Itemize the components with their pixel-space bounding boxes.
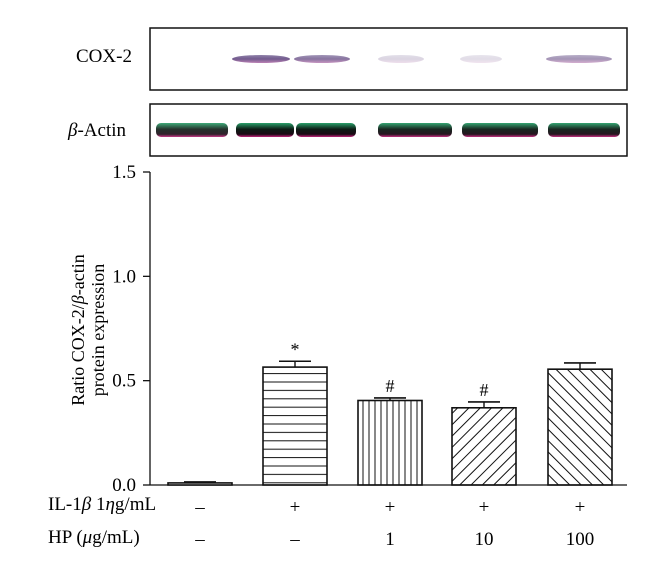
- y-tick-label: 1.5: [112, 162, 136, 183]
- row1-value-3: +: [385, 497, 396, 518]
- row1-part-c: g/mL: [115, 494, 156, 515]
- cox2-bands: [232, 55, 612, 63]
- actin-band-6: [548, 123, 620, 137]
- y-axis-ticks: 0.0 0.5 1.0 1.5: [112, 162, 150, 496]
- row1-value-2: +: [290, 497, 301, 518]
- significance-marker-4: #: [480, 380, 489, 400]
- bar-2: [262, 366, 328, 486]
- y-axis-label-greek: β: [68, 295, 88, 305]
- row1-value-5: +: [575, 497, 586, 518]
- row1-eta: η: [105, 494, 114, 515]
- row1-part-b: 1: [91, 494, 105, 515]
- bars: * # #: [167, 339, 613, 486]
- actin-band-4: [378, 123, 452, 137]
- actin-bands: [156, 123, 620, 137]
- row1-greek: β: [81, 494, 92, 515]
- cox2-band-6: [546, 55, 612, 63]
- row2-value-3: 1: [385, 529, 395, 550]
- row1-value-4: +: [479, 497, 490, 518]
- actin-band-3: [296, 123, 356, 137]
- blot-label-actin-rest: -Actin: [77, 120, 126, 141]
- row2-part-a: HP (: [48, 527, 83, 548]
- row1-value-1: –: [194, 497, 205, 518]
- y-tick-label: 0.0: [112, 475, 136, 496]
- actin-band-2: [236, 123, 294, 137]
- significance-marker-3: #: [386, 376, 395, 396]
- cox2-band-3: [294, 55, 350, 63]
- y-axis-label-line2: protein expression: [88, 264, 108, 396]
- row2-value-2: –: [289, 529, 300, 550]
- actin-band-1: [156, 123, 228, 137]
- cox2-band-4: [378, 55, 424, 63]
- y-tick-label: 1.0: [112, 266, 136, 287]
- y-axis-label-line1: Ratio COX-2/β-actin: [68, 254, 88, 405]
- row2-part-b: g/mL): [92, 527, 140, 548]
- y-axis-label-part-b: -actin: [68, 254, 88, 295]
- blot-label-cox2: COX-2: [76, 46, 132, 67]
- y-axis-label-part-a: Ratio COX-2/: [68, 304, 88, 406]
- condition-values: – + + + + – – 1 10 100: [194, 497, 594, 550]
- bar-5: [547, 368, 613, 486]
- bar-1: [167, 482, 233, 486]
- row2-value-1: –: [194, 529, 205, 550]
- cox2-band-2: [232, 55, 290, 63]
- y-tick-label: 0.5: [112, 371, 136, 392]
- row2-value-5: 100: [566, 529, 595, 550]
- significance-marker-2: *: [291, 339, 300, 359]
- row2-mu: μ: [82, 527, 93, 548]
- condition-row1-label: IL-1β 1ηg/mL: [48, 494, 156, 515]
- blot-label-actin-greek: β: [67, 120, 78, 141]
- blot-label-actin: β-Actin: [67, 120, 127, 141]
- actin-band-5: [462, 123, 538, 137]
- bar-4: [451, 406, 517, 486]
- row1-part-a: IL-1: [48, 494, 82, 515]
- condition-row2-label: HP (μg/mL): [48, 527, 140, 548]
- bar-3: [357, 399, 423, 486]
- cox2-band-5: [460, 55, 502, 63]
- row2-value-4: 10: [475, 529, 494, 550]
